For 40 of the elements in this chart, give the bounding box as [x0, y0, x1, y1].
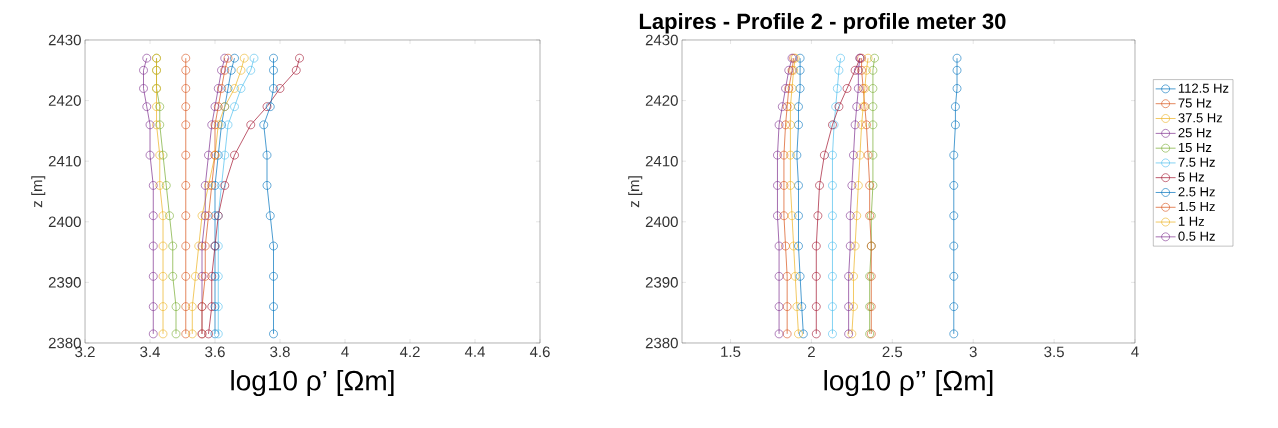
x-tick-label: 3.4 [140, 346, 160, 358]
legend-label: 0.5 Hz [1178, 231, 1215, 241]
x-tick-label: 2 [808, 346, 815, 357]
x-tick-label: 4 [341, 346, 349, 357]
legend-label: 15 Hz [1178, 142, 1212, 153]
x-tick-label: 3.8 [270, 346, 290, 358]
legend-label: 5 Hz [1178, 172, 1204, 182]
x-tick-label: 4.2 [399, 346, 420, 357]
legend-label: 2.5 Hz [1178, 187, 1215, 197]
x-tick-label: 4 [1131, 346, 1139, 357]
y-tick-label: 2390 [645, 277, 678, 288]
legend-label: 37.5 Hz [1178, 113, 1223, 123]
legend-label: 1.5 Hz [1178, 202, 1215, 212]
x-tick-label: 4.4 [464, 346, 485, 357]
legend-label: 1 Hz [1178, 216, 1204, 226]
y-tick-label: 2430 [48, 34, 81, 46]
x-tick-label: 3.5 [1044, 346, 1064, 358]
x-tick-label: 3.6 [205, 346, 225, 358]
legend-label: 112.5 Hz [1178, 83, 1229, 93]
y-tick-label: 2390 [48, 277, 81, 288]
x-tick-label: 1.5 [721, 346, 741, 357]
legend-label: 75 Hz [1178, 98, 1212, 108]
y-tick-label: 2380 [645, 337, 678, 349]
y-axis-title: z [m] [628, 176, 643, 208]
y-tick-label: 2430 [645, 34, 678, 46]
x-tick-label: 4.6 [529, 346, 550, 358]
x-tick-label: 3 [969, 346, 977, 358]
y-tick-label: 2410 [48, 155, 81, 167]
y-tick-label: 2420 [48, 95, 81, 106]
y-axis-title: z [m] [31, 176, 46, 208]
legend-label: 25 Hz [1178, 128, 1212, 138]
chart-title: Lapires - Profile 2 - profile meter 30 [639, 12, 1006, 34]
x-axis-title: log10 ρ’ [Ωm] [231, 370, 394, 397]
x-tick-label: 2.5 [882, 346, 903, 358]
y-tick-label: 2400 [48, 216, 81, 228]
legend-label: 7.5 Hz [1178, 157, 1215, 167]
y-tick-label: 2410 [645, 155, 678, 167]
x-axis-title: log10 ρ’’ [Ωm] [824, 370, 993, 397]
y-tick-label: 2420 [645, 95, 678, 106]
y-tick-label: 2400 [645, 216, 678, 228]
